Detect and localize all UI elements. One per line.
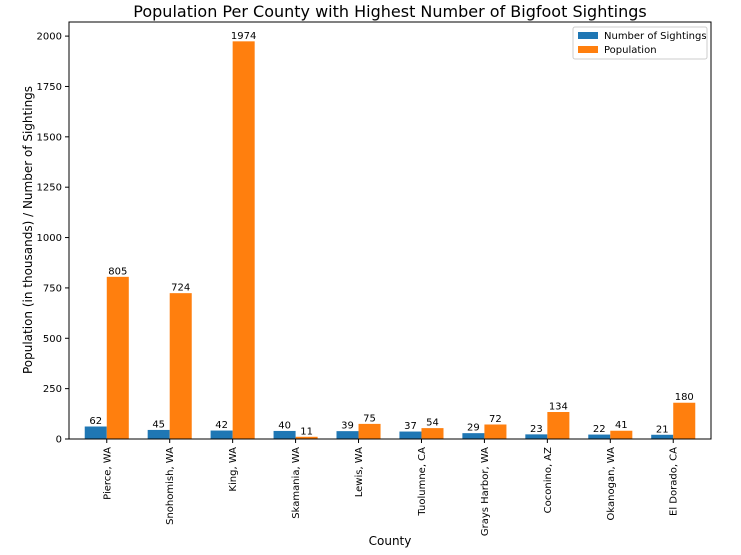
bar-population (421, 428, 444, 439)
bar-value-label: 724 (171, 283, 190, 294)
legend-label: Number of Sightings (604, 31, 707, 42)
x-tick-label: Snohomish, WA (165, 447, 176, 525)
y-tick-label: 1750 (37, 82, 62, 93)
bar-population (484, 424, 507, 439)
bar-value-label: 37 (404, 421, 417, 432)
y-tick-label: 2000 (37, 32, 62, 43)
y-tick-label: 750 (43, 283, 62, 294)
y-tick-label: 1000 (37, 233, 62, 244)
bar-population (106, 276, 129, 439)
bar-population (673, 402, 696, 439)
x-axis-label: County (369, 534, 412, 548)
bar-population (295, 436, 318, 439)
bar-value-label: 29 (467, 423, 480, 434)
x-tick-label: Okanogan, WA (606, 447, 617, 521)
x-axis: Pierce, WA Snohomish, WA King, WA Skamania,… (102, 439, 680, 536)
bar-value-label: 22 (593, 424, 606, 435)
bar-sightings (525, 434, 548, 439)
legend-box (572, 26, 708, 60)
legend: Number of Sightings Population (572, 26, 708, 60)
legend-swatch (578, 46, 598, 53)
x-tick-label: Lewis, WA (354, 447, 365, 497)
x-tick-label: Tuolumne, CA (417, 447, 428, 517)
x-tick-label: Skamania, WA (291, 447, 302, 519)
x-tick-label: El Dorado, CA (669, 447, 680, 516)
plot-area-frame (68, 21, 712, 440)
y-tick-label: 1250 (37, 183, 62, 194)
x-tick-label: Pierce, WA (102, 447, 113, 500)
y-axis-label: Population (in thousands) / Number of Si… (21, 86, 35, 374)
y-tick-label: 500 (43, 334, 62, 345)
bar-value-label: 805 (108, 266, 127, 277)
bar-value-label: 42 (215, 420, 228, 431)
legend-label: Population (604, 45, 657, 56)
bar-value-label: 72 (489, 414, 502, 425)
bar-value-label: 23 (530, 424, 543, 435)
bar-value-label: 39 (341, 421, 354, 432)
chart-title: Population Per County with Highest Numbe… (133, 2, 646, 21)
x-tick-label: Grays Harbor, WA (480, 447, 491, 536)
bar-sightings (651, 434, 674, 439)
bar-value-label: 41 (615, 420, 628, 431)
bar-population (358, 423, 381, 439)
bars: 62 805 45 724 42 1974 40 11 39 75 37 54 29 72 23 134 22 4… (84, 31, 696, 439)
y-axis: 0 250 500 750 1000 1250 1500 1750 2000 (37, 32, 69, 446)
bar-sightings (462, 433, 485, 439)
x-tick-label: King, WA (228, 447, 239, 492)
legend-swatch (578, 32, 598, 39)
bar-sightings (588, 434, 611, 439)
y-tick-label: 250 (43, 384, 62, 395)
bar-value-label: 45 (152, 419, 165, 430)
bar-value-label: 75 (363, 413, 376, 424)
x-tick-label: Coconino, AZ (543, 447, 554, 513)
y-tick-label: 1500 (37, 132, 62, 143)
bar-population (169, 293, 192, 439)
bar-population (232, 41, 255, 439)
bar-sightings (399, 431, 422, 439)
bar-value-label: 40 (278, 420, 291, 431)
bar-sightings (273, 430, 296, 439)
bar-sightings (147, 429, 170, 439)
bar-sightings (210, 430, 233, 439)
bar-population (610, 430, 633, 439)
bar-value-label: 11 (300, 426, 313, 437)
bar-value-label: 62 (89, 416, 102, 427)
y-tick-label: 0 (56, 435, 62, 446)
bar-value-label: 134 (549, 402, 568, 413)
bar-value-label: 1974 (231, 31, 256, 42)
bar-value-label: 21 (656, 424, 669, 435)
bar-sightings (84, 426, 107, 439)
bar-value-label: 180 (675, 392, 694, 403)
bar-value-label: 54 (426, 418, 439, 429)
bar-sightings (336, 431, 359, 439)
bar-population (547, 412, 570, 439)
